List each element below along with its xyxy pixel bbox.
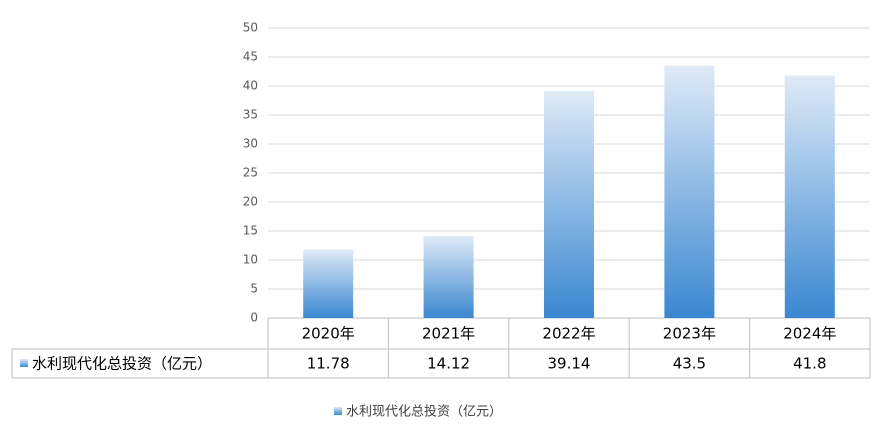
- legend-key: [334, 407, 342, 415]
- data-label: 39.14: [548, 355, 591, 373]
- bar: [423, 236, 474, 318]
- y-tick-label: 30: [243, 137, 258, 151]
- y-tick-label: 45: [243, 50, 258, 64]
- bar: [664, 65, 715, 318]
- x-tick-label: 2021年: [422, 325, 475, 343]
- y-tick-label: 50: [243, 21, 258, 35]
- y-tick-label: 10: [243, 253, 258, 267]
- legend-key: [20, 359, 28, 367]
- bar: [303, 249, 354, 318]
- bar: [544, 90, 594, 318]
- bar: [784, 75, 835, 318]
- y-tick-label: 5: [250, 282, 258, 296]
- legend-label: 水利现代化总投资（亿元）: [346, 404, 502, 420]
- y-tick-label: 20: [243, 195, 258, 209]
- data-label: 41.8: [793, 355, 826, 373]
- data-label: 11.78: [307, 355, 350, 373]
- data-label: 43.5: [673, 355, 706, 373]
- y-tick-label: 35: [243, 108, 258, 122]
- x-tick-label: 2022年: [542, 325, 595, 343]
- y-tick-label: 0: [250, 311, 258, 325]
- data-label: 14.12: [427, 355, 470, 373]
- series-name: 水利现代化总投资（亿元）: [32, 355, 212, 373]
- y-tick-label: 25: [243, 166, 258, 180]
- y-tick-label: 15: [243, 224, 258, 238]
- y-tick-label: 40: [243, 79, 258, 93]
- x-tick-label: 2023年: [663, 325, 716, 343]
- x-tick-label: 2020年: [302, 325, 355, 343]
- x-tick-label: 2024年: [783, 325, 836, 343]
